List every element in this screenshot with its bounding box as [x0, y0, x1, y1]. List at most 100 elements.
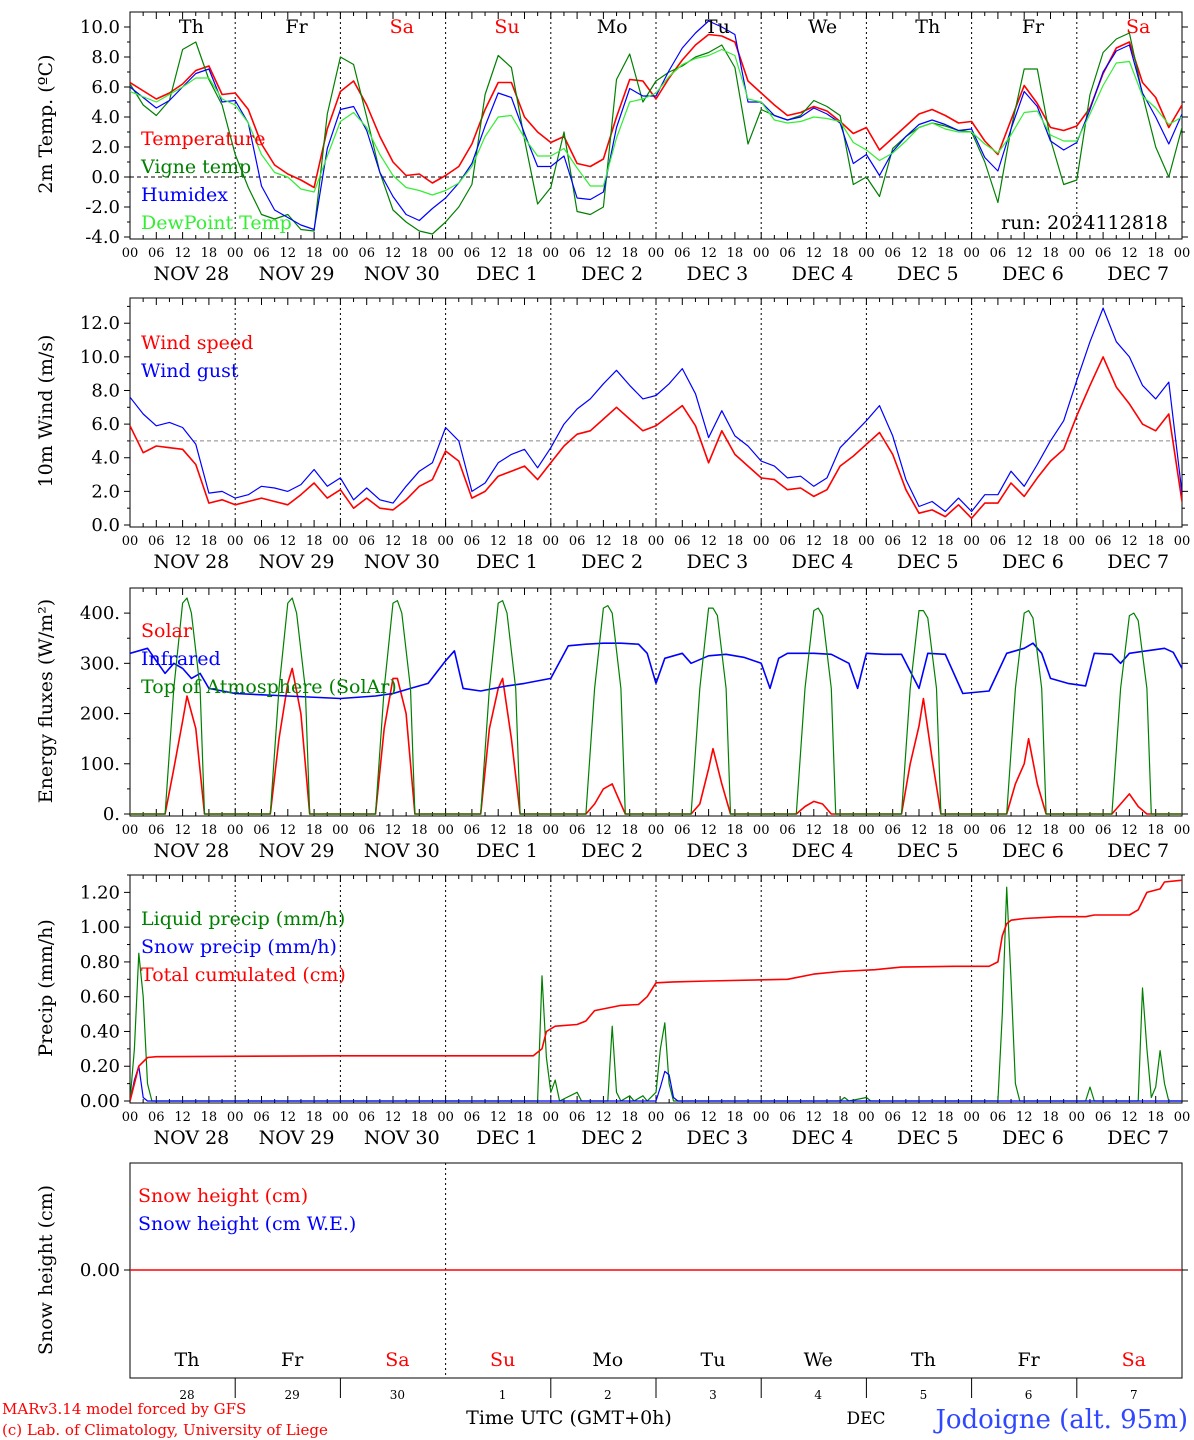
legend-entry: Infrared — [141, 648, 221, 670]
hour-label: 00 — [1069, 246, 1086, 261]
date-label: NOV 28 — [153, 1127, 229, 1149]
weekday-label: Th — [179, 16, 204, 38]
series-group — [130, 20, 1182, 235]
date-number-label: 1 — [499, 1388, 507, 1402]
date-label: DEC 6 — [1002, 263, 1064, 285]
hour-label: 18 — [621, 246, 638, 261]
hour-label: 06 — [1095, 1110, 1112, 1125]
hour-label: 06 — [990, 1110, 1007, 1125]
hour-label: 00 — [332, 534, 349, 549]
hour-label: 06 — [253, 534, 270, 549]
legend-entry: Total cumulated (cm) — [141, 964, 346, 986]
hour-label: 12 — [806, 1110, 823, 1125]
date-label: NOV 29 — [259, 840, 335, 862]
date-label: DEC 7 — [1107, 551, 1169, 573]
hour-label: 18 — [411, 1110, 428, 1125]
hour-label: 00 — [122, 1110, 139, 1125]
hour-label: 18 — [1042, 246, 1059, 261]
hour-label: 18 — [201, 823, 218, 838]
weekday-label-bottom: Su — [490, 1349, 515, 1371]
hour-label: 06 — [358, 1110, 375, 1125]
date-label: DEC 1 — [476, 551, 538, 573]
date-label: DEC 3 — [686, 1127, 748, 1149]
plot-frame — [129, 587, 1183, 817]
hour-label: 18 — [411, 534, 428, 549]
hour-label: 06 — [358, 246, 375, 261]
hour-label: 00 — [227, 534, 244, 549]
hour-label: 12 — [595, 823, 612, 838]
plot-frame — [129, 11, 1183, 240]
hour-label: 00 — [122, 823, 139, 838]
hour-label: 12 — [1016, 1110, 1033, 1125]
hour-label: 00 — [227, 1110, 244, 1125]
hour-label: 00 — [1174, 823, 1191, 838]
hour-label: 00 — [332, 1110, 349, 1125]
hour-label: 06 — [990, 534, 1007, 549]
hour-label: 12 — [595, 534, 612, 549]
y-tick-label: 1.20 — [80, 882, 120, 903]
hour-label: 12 — [911, 246, 928, 261]
weekday-label: We — [808, 16, 837, 38]
series-line-top-of-atmosphere-solar- — [130, 597, 1182, 815]
date-label: DEC 3 — [686, 551, 748, 573]
series-line-infrared — [130, 642, 1182, 700]
date-label: DEC 3 — [686, 263, 748, 285]
hour-label: 12 — [911, 823, 928, 838]
y-axis-label: Snow height (cm) — [35, 1185, 57, 1355]
hour-label: 12 — [911, 1110, 928, 1125]
y-tick-label: 0.20 — [80, 1056, 120, 1077]
date-label: NOV 28 — [153, 263, 229, 285]
hour-label: 00 — [648, 823, 665, 838]
hour-label: 06 — [1095, 246, 1112, 261]
hour-label: 00 — [858, 1110, 875, 1125]
hour-label: 12 — [174, 246, 191, 261]
hour-label: 18 — [306, 534, 323, 549]
y-tick-label: 0.00 — [80, 1260, 120, 1281]
hour-label: 00 — [1174, 246, 1191, 261]
x-axis-title: Time UTC (GMT+0h) — [466, 1407, 672, 1429]
panel-4: 00 06 12 18 00 06 12 18 00 06 12 18 00 06 12 18 00 06 12 18… — [35, 874, 1190, 1149]
hour-label: 00 — [543, 1110, 560, 1125]
weekday-label: Tu — [705, 16, 730, 38]
hour-label: 06 — [779, 534, 796, 549]
hour-label: 06 — [779, 1110, 796, 1125]
hour-label: 18 — [516, 246, 533, 261]
y-tick-label: 6.0 — [91, 414, 120, 435]
hour-label: 18 — [201, 1110, 218, 1125]
hour-label: 12 — [174, 823, 191, 838]
credit-line-2: (c) Lab. of Climatology, University of L… — [2, 1421, 328, 1439]
date-label: NOV 29 — [259, 263, 335, 285]
hour-label: 00 — [437, 823, 454, 838]
series-line-temperature — [130, 33, 1182, 189]
hour-label: 12 — [490, 534, 507, 549]
hour-label: 06 — [674, 534, 691, 549]
weekday-label: Fr — [1022, 16, 1045, 38]
legend-entry: Vigne temp — [140, 156, 251, 178]
hour-label: 00 — [648, 534, 665, 549]
hour-label: 18 — [306, 823, 323, 838]
hour-label: 18 — [1042, 534, 1059, 549]
hour-label: 06 — [674, 823, 691, 838]
legend-entry: Snow precip (mm/h) — [141, 936, 337, 958]
weekday-label-bottom: Sa — [385, 1349, 409, 1371]
panel-3: 00 06 12 18 00 06 12 18 00 06 12 18 00 06 12 18 00 06 12 18… — [35, 587, 1191, 862]
legend-entry: Wind speed — [141, 332, 253, 354]
hour-label: 12 — [1121, 1110, 1138, 1125]
hour-label: 00 — [227, 246, 244, 261]
hour-label: 06 — [884, 1110, 901, 1125]
date-label: DEC 4 — [792, 1127, 854, 1149]
hour-label: 12 — [490, 823, 507, 838]
date-label: DEC 6 — [1002, 1127, 1064, 1149]
date-label: DEC 7 — [1107, 263, 1169, 285]
date-number-label: 30 — [390, 1388, 405, 1402]
y-axis-label: 10m Wind (m/s) — [35, 335, 57, 488]
series-group — [130, 307, 1182, 520]
hour-label: 06 — [358, 823, 375, 838]
hour-label: 12 — [700, 1110, 717, 1125]
hour-label: 06 — [990, 246, 1007, 261]
series-line-dewpoint-temp — [130, 48, 1182, 196]
hour-label: 18 — [832, 1110, 849, 1125]
y-tick-label: 10.0 — [80, 347, 120, 368]
date-number-label: 3 — [709, 1388, 717, 1402]
hour-label: 12 — [385, 1110, 402, 1125]
